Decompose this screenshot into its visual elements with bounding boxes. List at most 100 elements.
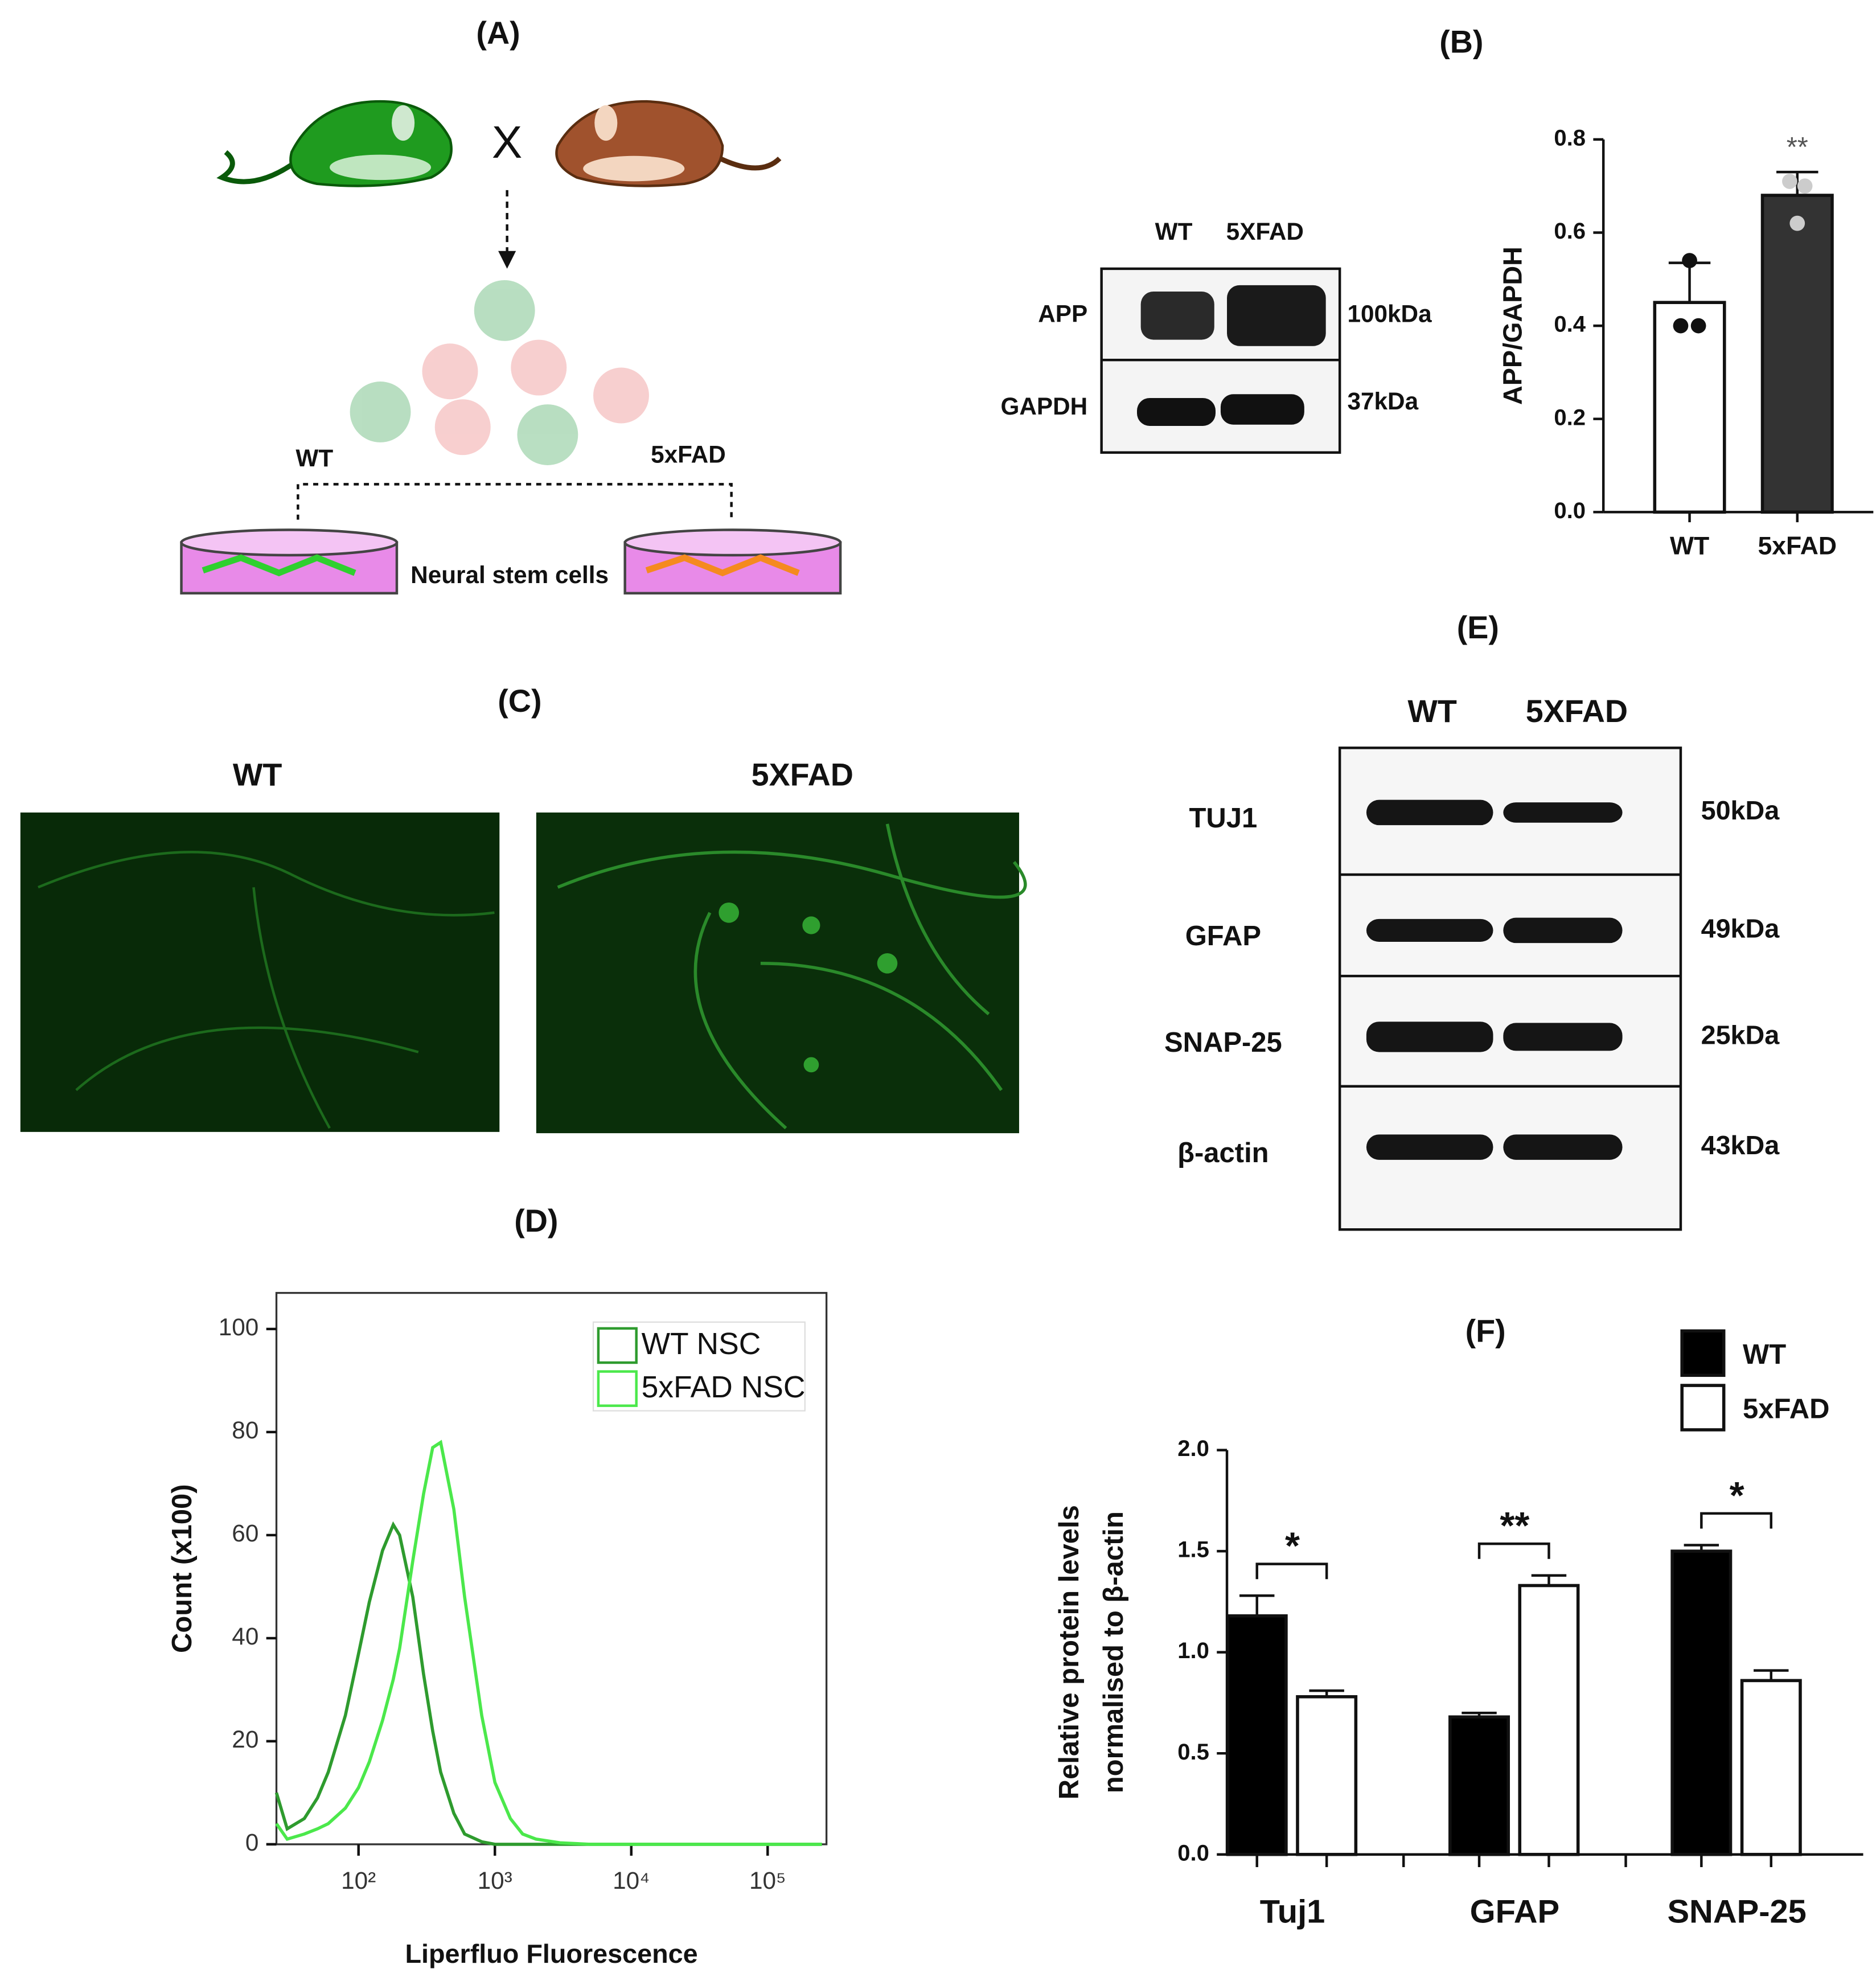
data-point [1797, 178, 1813, 194]
bar [1670, 1549, 1733, 1856]
y-tick-label: 0.6 [1554, 219, 1586, 244]
band [1503, 1023, 1623, 1051]
band [1503, 802, 1623, 823]
significance-bracket [1477, 1542, 1550, 1559]
legend-swatch [1680, 1384, 1726, 1432]
row-label: GFAP [1185, 921, 1261, 952]
significance-bracket [1700, 1512, 1772, 1529]
y-tick-label: 0.8 [1554, 125, 1586, 150]
significance: * [1730, 1475, 1744, 1517]
significance: * [1285, 1525, 1300, 1568]
chart-title: (F) [1466, 1314, 1506, 1349]
legend-label: WT [1743, 1339, 1786, 1370]
row-label: APP [1038, 300, 1087, 327]
x-tick-label: WT [1670, 532, 1709, 560]
panel-label: (A) [476, 15, 520, 51]
y-axis-label: APP/GAPDH [1498, 247, 1528, 405]
dish-5xfad [623, 528, 842, 595]
x-tick-label: 10³ [478, 1867, 512, 1894]
y-tick-label: 80 [232, 1417, 258, 1443]
significance: ** [1787, 132, 1808, 163]
chart-title: (B) [1439, 24, 1483, 60]
wt-label: WT [295, 445, 333, 471]
y-tick-label: 1.5 [1177, 1537, 1209, 1562]
bar [1740, 1679, 1802, 1856]
lane-label: WT [1155, 218, 1193, 245]
y-tick-label: 20 [232, 1726, 258, 1753]
histogram-line [275, 1439, 822, 1846]
arrow-head [498, 251, 516, 269]
size-label: 25kDa [1701, 1020, 1780, 1049]
y-tick-label: 0.0 [1554, 498, 1586, 523]
row-label: SNAP-25 [1164, 1027, 1282, 1058]
y-tick-label: 0.4 [1554, 312, 1586, 337]
y-tick-label: 100 [219, 1314, 259, 1340]
lane-label: 5XFAD [1226, 218, 1304, 245]
bar [1226, 1614, 1288, 1856]
x-tick-label: Tuj1 [1260, 1894, 1325, 1930]
dish-wt [180, 528, 399, 595]
band [1140, 291, 1214, 340]
fad-label: 5xFAD [651, 441, 726, 468]
significance-bracket [1255, 1562, 1328, 1580]
fluorescence-image [20, 812, 500, 1132]
y-axis-label: Relative protein levels [1054, 1505, 1085, 1799]
band [1220, 394, 1304, 425]
x-axis-label: Liperfluo Fluorescence [405, 1939, 697, 1968]
legend-label: WT NSC [642, 1327, 761, 1361]
panel-label: (C) [498, 683, 541, 719]
band [1366, 1134, 1493, 1160]
mouse-green [216, 100, 453, 187]
y-tick-label: 60 [232, 1520, 258, 1547]
chart-title: (D) [514, 1203, 558, 1238]
row-label: β-actin [1177, 1138, 1269, 1168]
embryos [350, 280, 649, 465]
data-point [1682, 253, 1697, 268]
bar [1296, 1695, 1358, 1856]
legend-label: 5xFAD [1743, 1394, 1829, 1425]
data-point [1782, 174, 1797, 189]
fluorescence-image [536, 812, 1027, 1134]
x-tick-label: 10⁵ [749, 1867, 786, 1894]
y-tick-label: 40 [232, 1623, 258, 1650]
legend-swatch [597, 1327, 638, 1364]
x-tick-label: 10² [341, 1867, 376, 1894]
band [1136, 397, 1216, 426]
bar [1760, 194, 1834, 514]
legend-swatch [1680, 1329, 1726, 1377]
x-tick-label: 10⁴ [613, 1867, 650, 1894]
x-tick-label: GFAP [1470, 1894, 1560, 1930]
bar [1653, 301, 1726, 514]
row-label: TUJ1 [1189, 803, 1257, 834]
y-tick-label: 0.5 [1177, 1740, 1209, 1765]
legend-label: 5xFAD NSC [642, 1371, 806, 1404]
bar [1448, 1715, 1510, 1856]
panel-label: (E) [1457, 610, 1499, 645]
image-label: WT [233, 757, 282, 792]
size-label: 100kDa [1348, 300, 1432, 327]
data-point [1673, 318, 1689, 334]
band [1503, 917, 1623, 944]
y-tick-label: 1.0 [1177, 1638, 1209, 1663]
cross-symbol: X [492, 116, 522, 167]
legend-swatch [597, 1370, 638, 1407]
mouse-brown [555, 100, 782, 187]
y-tick-label: 2.0 [1177, 1436, 1209, 1461]
x-tick-label: 5xFAD [1758, 532, 1837, 560]
image-label: 5XFAD [752, 757, 853, 792]
cells-label: Neural stem cells [410, 561, 609, 588]
band [1366, 1022, 1493, 1052]
legend-box [592, 1321, 806, 1412]
data-point [1690, 318, 1706, 334]
histogram-line [274, 1521, 822, 1846]
data-point [1789, 215, 1805, 231]
size-label: 49kDa [1701, 913, 1780, 943]
size-label: 43kDa [1701, 1130, 1780, 1160]
y-axis-label: normalised to β-actin [1098, 1511, 1129, 1793]
significance: ** [1500, 1505, 1529, 1547]
band [1366, 799, 1493, 826]
y-tick-label: 0.2 [1554, 405, 1586, 430]
lane-label: WT [1407, 694, 1457, 729]
